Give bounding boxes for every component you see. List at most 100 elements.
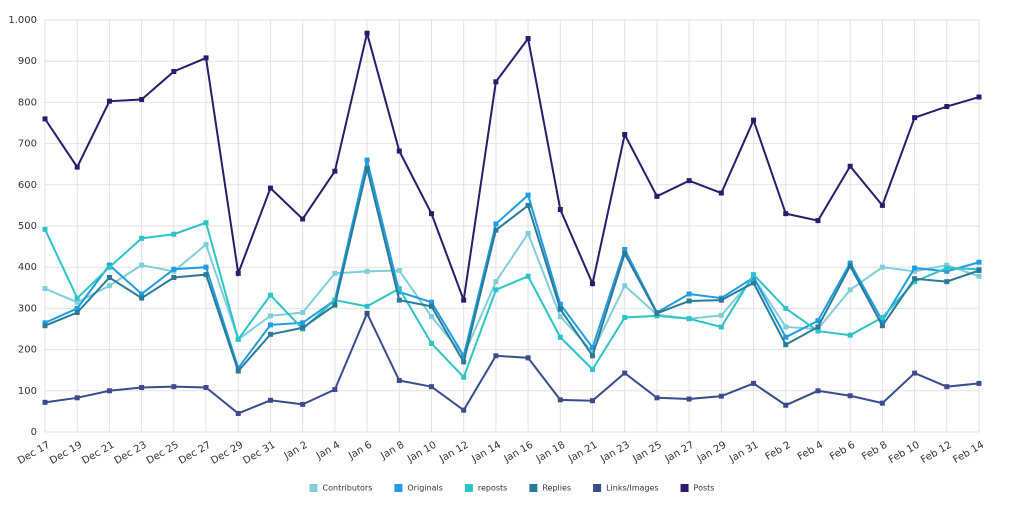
data-point [622, 314, 628, 320]
data-point [332, 297, 338, 303]
y-tick-label: 200 [18, 345, 37, 356]
x-tick-label: Dec 29 [209, 440, 245, 467]
x-tick-label: Dec 31 [241, 440, 277, 467]
series-line [44, 32, 980, 301]
data-point [718, 297, 724, 303]
data-point [783, 334, 789, 340]
legend-swatch [593, 484, 602, 492]
data-point [461, 359, 467, 365]
legend-swatch [464, 484, 473, 492]
data-point [300, 325, 306, 331]
data-point [590, 353, 596, 359]
data-point [74, 395, 80, 401]
x-tick-label: Jan 12 [437, 440, 470, 466]
data-point [976, 380, 982, 386]
data-point [203, 55, 209, 61]
data-point [42, 323, 48, 329]
data-point [74, 164, 80, 170]
data-point [300, 216, 306, 222]
data-point [944, 384, 950, 390]
data-point [396, 286, 402, 292]
x-tick-label: Feb 10 [887, 440, 922, 466]
legend-swatch [529, 484, 538, 492]
data-point [428, 314, 434, 320]
data-point [976, 273, 982, 279]
series-line [44, 231, 980, 358]
data-point [912, 115, 918, 121]
legend-label: Posts [694, 484, 715, 493]
data-point [42, 320, 48, 326]
data-point [815, 388, 821, 394]
x-tick-label: Jan 6 [346, 440, 374, 463]
data-point [203, 272, 209, 278]
x-tick-label: Jan 29 [695, 440, 728, 466]
data-point [203, 220, 209, 226]
data-point [364, 310, 370, 316]
data-point [139, 295, 145, 301]
data-point [267, 322, 273, 328]
x-tick-label: Feb 6 [828, 440, 857, 463]
data-point [235, 270, 241, 276]
series-line [44, 159, 980, 371]
data-point [879, 264, 885, 270]
x-tick-label: Feb 8 [860, 440, 889, 463]
data-point [557, 397, 563, 403]
x-tick-label: Feb 12 [919, 440, 954, 466]
data-point [847, 332, 853, 338]
x-tick-label: Dec 25 [145, 440, 181, 467]
data-point [622, 246, 628, 252]
data-point [171, 275, 177, 280]
data-point [686, 291, 692, 297]
data-point [847, 287, 853, 293]
series-line [44, 168, 980, 373]
data-point [171, 384, 177, 390]
legend: Contributors Originals reposts Replies Links… [309, 484, 715, 493]
x-tick-label: Jan 25 [630, 440, 663, 466]
data-point [300, 310, 306, 316]
data-point [139, 97, 145, 103]
y-tick-label: 400 [18, 262, 37, 273]
data-point [203, 242, 209, 248]
data-point [203, 385, 209, 391]
data-point [300, 320, 306, 326]
data-point [364, 268, 370, 274]
data-point [718, 190, 724, 196]
data-point [396, 267, 402, 273]
data-point [493, 221, 499, 227]
data-point [718, 324, 724, 330]
data-point [944, 268, 950, 274]
x-tick-label: Jan 18 [534, 440, 567, 466]
data-point [106, 275, 112, 280]
x-tick-label: Jan 4 [314, 440, 342, 463]
data-point [686, 396, 692, 402]
data-point [493, 279, 499, 285]
data-point [783, 402, 789, 408]
data-point [686, 298, 692, 304]
data-point [718, 393, 724, 399]
legend-label: Replies [542, 484, 571, 493]
x-tick-label: Jan 21 [566, 440, 599, 466]
data-point [879, 318, 885, 324]
data-point [944, 279, 950, 285]
data-point [42, 226, 48, 232]
data-point [42, 286, 48, 292]
data-point [493, 227, 499, 233]
data-point [976, 267, 982, 273]
y-tick-label: 500 [18, 221, 37, 232]
x-tick-label: Feb 2 [764, 440, 793, 463]
data-point [557, 314, 563, 320]
data-point [879, 202, 885, 208]
data-point [203, 264, 209, 270]
data-point [364, 157, 370, 163]
data-point [622, 370, 628, 376]
data-point [525, 192, 531, 198]
legend-label: Contributors [323, 484, 373, 493]
data-point [171, 266, 177, 272]
data-point [300, 401, 306, 407]
data-point [783, 324, 789, 330]
data-point [912, 370, 918, 376]
x-tick-label: Feb 14 [951, 440, 986, 466]
data-point [171, 231, 177, 237]
y-tick-label: 0 [31, 427, 37, 438]
